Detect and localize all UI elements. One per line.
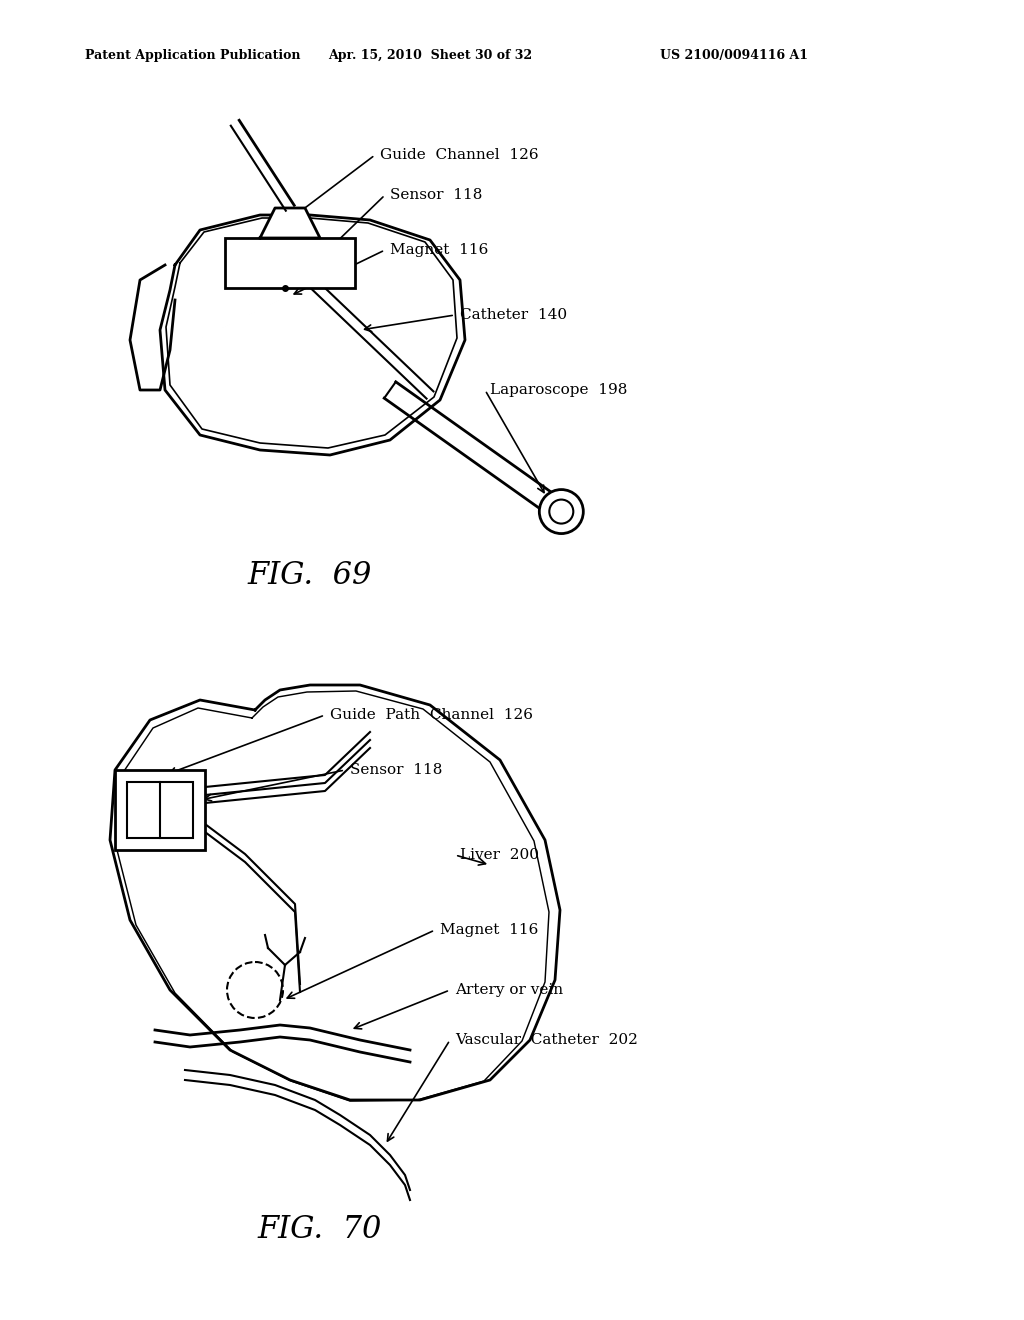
Text: Magnet  116: Magnet 116 — [390, 243, 488, 257]
Text: Guide  Channel  126: Guide Channel 126 — [380, 148, 539, 162]
Bar — [127, 781, 193, 838]
Text: Laparoscope  198: Laparoscope 198 — [490, 383, 628, 397]
Text: Patent Application Publication: Patent Application Publication — [85, 49, 300, 62]
Polygon shape — [260, 209, 319, 238]
Text: Magnet  116: Magnet 116 — [440, 923, 539, 937]
Text: Sensor  118: Sensor 118 — [390, 187, 482, 202]
Text: US 2100/0094116 A1: US 2100/0094116 A1 — [660, 49, 808, 62]
Text: Guide  Path  Channel  126: Guide Path Channel 126 — [330, 708, 534, 722]
Text: Apr. 15, 2010  Sheet 30 of 32: Apr. 15, 2010 Sheet 30 of 32 — [328, 49, 532, 62]
Bar — [225, 238, 355, 288]
Text: Catheter  140: Catheter 140 — [460, 308, 567, 322]
Text: Vascular  Catheter  202: Vascular Catheter 202 — [455, 1034, 638, 1047]
Circle shape — [549, 499, 573, 524]
Text: Sensor  118: Sensor 118 — [350, 763, 442, 777]
Text: FIG.  69: FIG. 69 — [248, 560, 372, 590]
Text: Liver  200: Liver 200 — [460, 847, 539, 862]
Text: Artery or vein: Artery or vein — [455, 983, 563, 997]
Circle shape — [227, 962, 283, 1018]
Circle shape — [540, 490, 584, 533]
Bar — [115, 770, 205, 850]
Text: FIG.  70: FIG. 70 — [258, 1214, 382, 1246]
